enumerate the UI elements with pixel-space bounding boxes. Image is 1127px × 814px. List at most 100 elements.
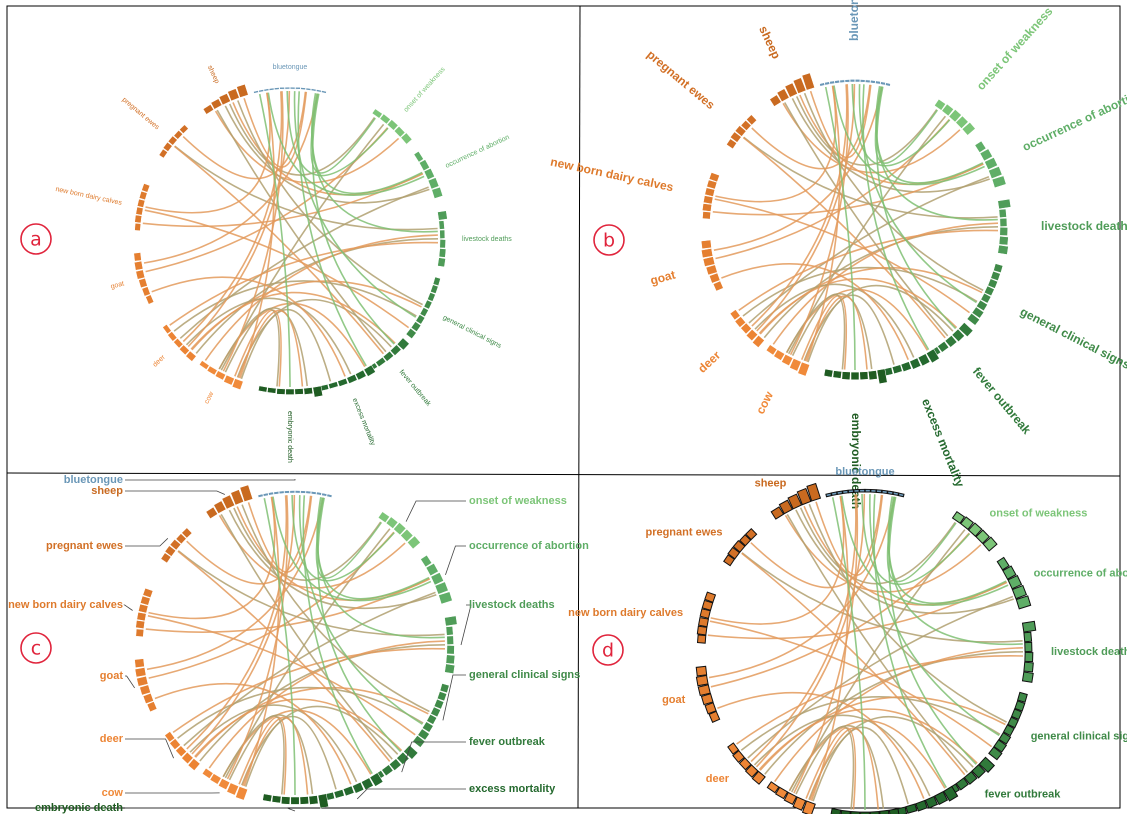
bar-ewes[interactable] [162,141,173,152]
group-ewes[interactable] [158,124,189,159]
bar-mortality[interactable] [943,785,959,802]
bar-goat[interactable] [134,667,147,678]
group-deer[interactable] [729,309,765,349]
bar-deer[interactable] [173,337,184,349]
bar-calves[interactable] [702,211,711,220]
bar-goat[interactable] [146,701,158,713]
bar-deer[interactable] [744,764,759,778]
bar-ewes[interactable] [175,533,187,545]
bar-clinical[interactable] [971,306,985,319]
bar-calves[interactable] [136,611,147,622]
bar-onset[interactable] [955,115,969,129]
bar-goat[interactable] [702,256,716,267]
bar-calves[interactable] [699,608,711,619]
group-fever[interactable] [929,322,974,358]
bar-deaths[interactable] [999,227,1008,236]
bar-bluetongue[interactable] [300,87,306,91]
bar-ewes[interactable] [745,528,758,541]
bar-fever[interactable] [944,335,958,348]
bar-sheep[interactable] [806,482,822,502]
bar-mortality[interactable] [352,781,365,794]
bar-deaths[interactable] [1024,651,1034,663]
bar-embryonic[interactable] [290,796,300,805]
bar-goat[interactable] [145,294,155,305]
bar-calves[interactable] [704,591,717,603]
bar-bluetongue[interactable] [305,490,312,495]
bar-bluetongue[interactable] [834,79,840,84]
group-bluetongue[interactable] [819,79,891,87]
bar-bluetongue[interactable] [870,79,876,84]
bar-onset[interactable] [960,516,974,531]
bar-ewes[interactable] [160,552,172,564]
bar-calves[interactable] [697,616,710,628]
bar-abortion[interactable] [430,572,444,586]
bar-cow[interactable] [781,353,794,367]
bar-goat[interactable] [136,675,149,687]
bar-deaths[interactable] [446,645,455,655]
bar-deer[interactable] [751,770,766,785]
bar-cow[interactable] [209,773,222,785]
bar-mortality[interactable] [328,381,339,390]
bar-calves[interactable] [696,634,707,644]
group-cow[interactable] [198,360,244,391]
bar-calves[interactable] [696,625,708,636]
bar-cow[interactable] [766,781,780,794]
bar-embryonic[interactable] [258,385,268,393]
bar-deer[interactable] [745,328,759,342]
bar-calves[interactable] [142,587,154,599]
bar-clinical[interactable] [983,285,995,297]
bar-embryonic[interactable] [271,795,282,804]
bar-mortality[interactable] [900,361,912,373]
bar-abortion[interactable] [418,159,430,172]
bar-bluetongue[interactable] [253,90,259,94]
bar-clinical[interactable] [980,292,992,304]
bar-goat[interactable] [700,239,712,250]
group-deer[interactable] [164,731,201,772]
bar-cow[interactable] [223,374,235,386]
bar-abortion[interactable] [1015,595,1032,610]
bar-bluetongue[interactable] [836,490,844,495]
bar-cow[interactable] [206,365,218,376]
bar-clinical[interactable] [966,312,980,326]
bar-bluetongue[interactable] [321,90,327,94]
bar-clinical[interactable] [426,713,438,725]
bar-calves[interactable] [138,603,149,614]
bar-calves[interactable] [135,620,146,629]
bar-onset[interactable] [982,536,998,552]
bar-abortion[interactable] [438,591,453,605]
bar-bluetongue[interactable] [825,492,833,498]
bar-embryonic[interactable] [285,388,295,395]
bar-abortion[interactable] [431,186,444,199]
group-embryonic[interactable] [258,385,324,398]
bar-abortion[interactable] [423,167,435,181]
bar-bluetongue[interactable] [284,86,291,90]
bar-deer[interactable] [164,731,176,743]
bar-sheep[interactable] [792,77,807,94]
group-sheep[interactable] [205,484,254,520]
bar-embryonic[interactable] [303,387,314,395]
bar-cow[interactable] [201,767,214,779]
bar-calves[interactable] [138,190,148,201]
bar-embryonic[interactable] [868,370,878,381]
bar-embryonic[interactable] [823,368,834,378]
group-deaths[interactable] [437,210,448,268]
bar-abortion[interactable] [413,150,424,163]
bar-clinical[interactable] [427,292,436,302]
group-mortality[interactable] [318,364,376,392]
bar-deer[interactable] [178,344,190,356]
bar-deaths[interactable] [437,210,448,221]
bar-clinical[interactable] [421,721,434,733]
bar-ewes[interactable] [169,538,182,551]
bar-deer[interactable] [162,323,172,335]
bar-deer[interactable] [732,749,746,764]
group-goat[interactable] [133,252,155,305]
bar-mortality[interactable] [337,377,349,387]
bar-fever[interactable] [955,777,969,791]
bar-deaths[interactable] [439,229,446,239]
bar-sheep[interactable] [210,98,223,110]
bar-goat[interactable] [709,272,721,284]
bar-bluetongue[interactable] [849,79,856,83]
bar-sheep[interactable] [801,72,815,91]
bar-goat[interactable] [705,264,718,276]
bar-fever[interactable] [388,758,402,771]
